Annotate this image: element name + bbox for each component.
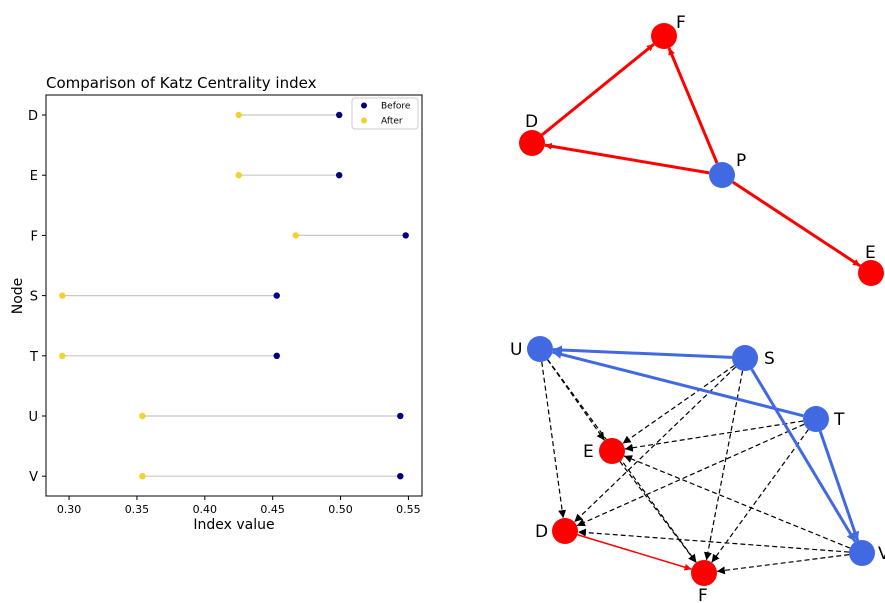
connector-layer	[62, 114, 406, 477]
x-tick-label: 0.50	[328, 503, 353, 516]
node-label-D-top: D	[525, 112, 538, 132]
node-F	[691, 560, 717, 586]
x-axis: 0.30 0.35 0.40 0.45 0.50 0.55	[57, 496, 421, 516]
x-axis-label: Index value	[193, 517, 274, 533]
y-tick-label-S: S	[30, 290, 38, 305]
point-before-S	[273, 292, 280, 299]
legend-label-before: Before	[381, 102, 411, 112]
x-tick-label: 0.45	[260, 503, 285, 516]
x-tick-label: 0.30	[57, 503, 82, 516]
point-before-F	[402, 232, 409, 239]
point-after-F	[292, 232, 299, 239]
network-bottom-labels: U S T E D V F	[510, 340, 885, 603]
point-after-S	[59, 292, 66, 299]
node-label-S: S	[764, 349, 775, 369]
point-after-U	[139, 412, 146, 420]
edge-U-D	[541, 361, 567, 519]
node-label-T: T	[833, 410, 845, 430]
edge-U-F	[547, 359, 697, 563]
legend-marker-after	[361, 117, 367, 124]
y-tick-label-U: U	[28, 410, 38, 425]
y-tick-label-F: F	[31, 229, 38, 244]
node-label-U: U	[510, 340, 522, 360]
y-tick-label-V: V	[29, 470, 38, 485]
edge-S-V	[750, 368, 857, 543]
network-bottom-edges	[541, 345, 860, 575]
chart-title: Comparison of Katz Centrality index	[46, 74, 317, 92]
edge-V-D	[577, 528, 850, 553]
edge-E-F	[619, 461, 697, 563]
node-label-V: V	[878, 544, 885, 564]
edge-T-U	[552, 350, 804, 418]
edge-P-F	[667, 47, 719, 164]
edge-T-E	[624, 420, 804, 452]
network-bottom-nodes	[527, 336, 875, 586]
edge-S-D	[573, 366, 737, 523]
network-top-edges	[541, 43, 861, 268]
node-V	[849, 540, 875, 566]
edge-S-U	[552, 345, 733, 359]
edge-P-D	[544, 142, 710, 175]
edge-S-E	[622, 364, 735, 445]
node-D	[552, 518, 578, 544]
node-label-D: D	[535, 522, 548, 542]
point-before-T	[273, 352, 280, 359]
node-F-top	[651, 23, 677, 49]
node-label-F: F	[698, 586, 708, 603]
edge-S-F	[704, 370, 744, 561]
node-S	[732, 345, 758, 371]
edge-U-E	[547, 359, 605, 441]
edge-V-E	[623, 455, 851, 549]
point-after-V	[139, 473, 146, 480]
point-layer	[59, 111, 409, 480]
y-axis: D E F S T U V	[28, 109, 46, 485]
x-tick-label: 0.55	[396, 503, 421, 516]
edge-V-F	[716, 554, 850, 575]
y-tick-label-D: D	[28, 109, 38, 124]
node-label-P-top: P	[736, 151, 746, 171]
point-before-E	[335, 172, 343, 179]
x-tick-label: 0.35	[125, 503, 150, 516]
edge-D-F	[541, 43, 655, 136]
y-axis-label: Node	[10, 278, 26, 315]
edge-T-V	[818, 430, 860, 542]
edge-D-F	[577, 534, 692, 571]
node-label-E: E	[583, 442, 594, 462]
network-graph-bottom: U S T E D V F	[510, 336, 885, 603]
node-label-F-top: F	[676, 13, 686, 33]
legend: Before After	[351, 97, 419, 130]
network-top-nodes	[519, 23, 884, 286]
node-label-E-top: E	[865, 243, 876, 263]
point-after-D	[235, 111, 242, 119]
legend-label-after: After	[381, 117, 403, 127]
node-E-top	[858, 260, 884, 286]
point-before-D	[335, 111, 343, 119]
edge-T-F	[711, 429, 809, 563]
y-tick-label-T: T	[29, 350, 38, 365]
point-after-E	[235, 172, 242, 179]
node-E	[599, 438, 625, 464]
y-tick-label-E: E	[30, 169, 38, 184]
legend-marker-before	[361, 102, 367, 109]
node-D-top	[519, 130, 545, 156]
edge-P-E	[732, 180, 861, 268]
point-after-T	[59, 352, 66, 359]
network-graph-top: F D P E	[519, 13, 884, 286]
dumbbell-chart: Comparison of Katz Centrality index D E F S…	[10, 74, 423, 533]
legend-box	[351, 97, 419, 130]
node-U	[527, 336, 553, 362]
network-top-labels: F D P E	[525, 13, 876, 263]
point-before-V	[397, 473, 404, 480]
point-before-U	[397, 412, 404, 420]
node-T	[803, 406, 829, 432]
x-tick-label: 0.40	[193, 503, 218, 516]
node-P-top	[709, 162, 735, 188]
edge-T-D	[576, 423, 805, 527]
